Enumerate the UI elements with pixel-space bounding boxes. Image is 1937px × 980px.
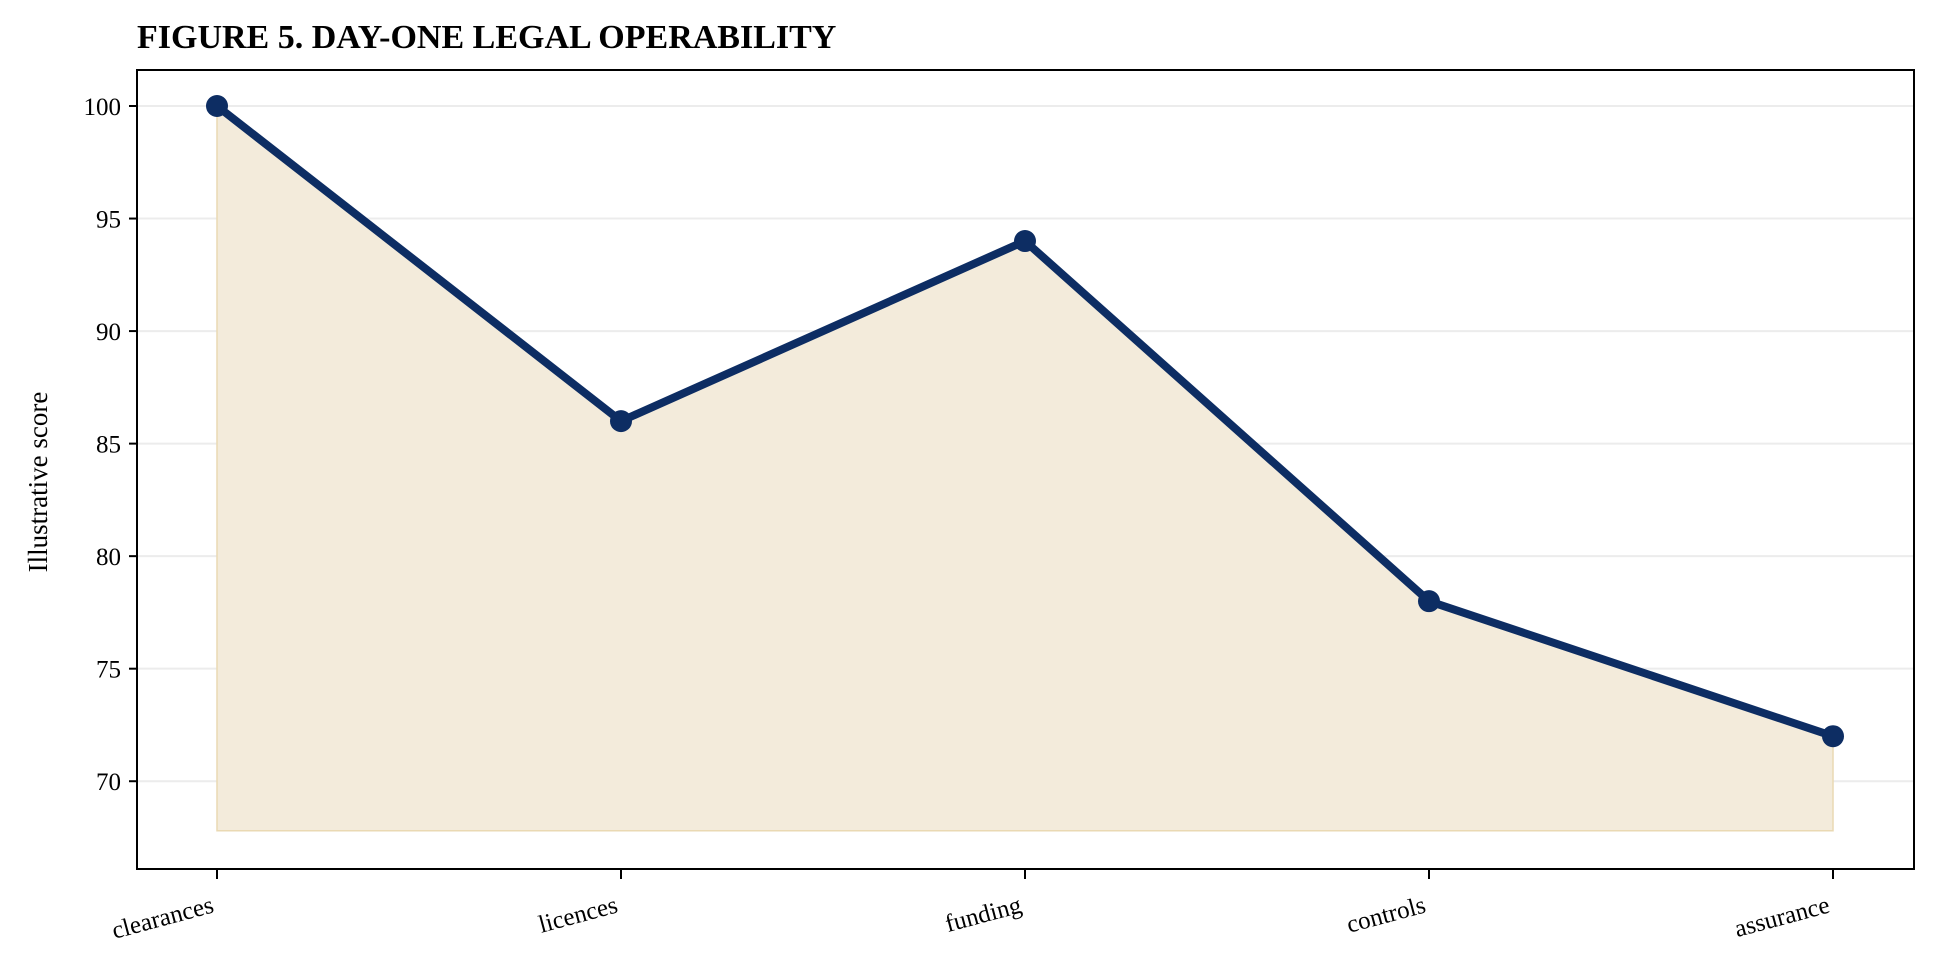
x-tick-label-clearances: clearances <box>109 892 217 945</box>
x-axis-ticks: clearances licences funding controls assuran… <box>109 869 1834 945</box>
x-tick-label-licences: licences <box>536 892 621 939</box>
data-point-clearances <box>206 95 228 118</box>
chart-title: FIGURE 5. DAY-ONE LEGAL OPERABILITY <box>137 19 836 56</box>
area-fill <box>216 104 1834 832</box>
y-tick-label: 95 <box>96 207 121 234</box>
x-tick-label-controls: controls <box>1344 892 1429 939</box>
x-tick-label-funding: funding <box>942 892 1025 938</box>
y-tick-label: 80 <box>96 544 121 571</box>
area-fill-group <box>216 104 1834 832</box>
y-tick-label: 75 <box>96 657 121 684</box>
y-axis-ticks: 70 75 80 85 90 95 100 <box>84 94 137 796</box>
data-point-controls <box>1418 590 1440 613</box>
y-tick-label: 85 <box>96 432 121 459</box>
data-point-licences <box>610 410 632 433</box>
y-tick-label: 70 <box>96 769 121 796</box>
data-points <box>206 95 1844 748</box>
y-tick-label: 100 <box>84 94 122 121</box>
data-point-funding <box>1014 230 1036 253</box>
y-axis-label: Illustrative score <box>23 392 53 573</box>
y-tick-label: 90 <box>96 319 121 346</box>
data-point-assurance <box>1822 725 1844 748</box>
x-tick-label-assurance: assurance <box>1732 892 1833 943</box>
